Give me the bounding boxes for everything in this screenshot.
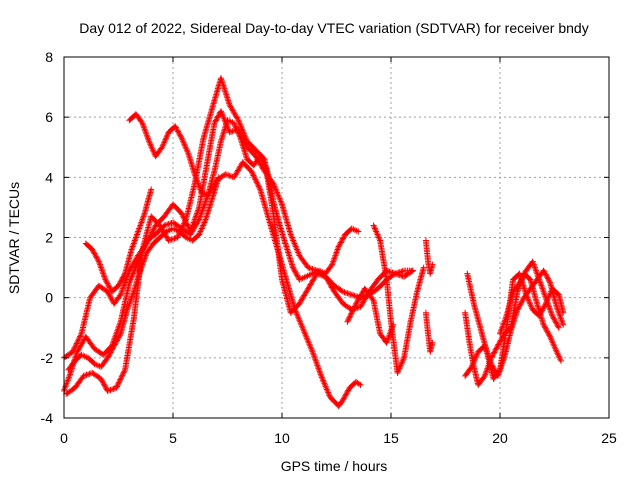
series-track-8 (344, 285, 397, 346)
y-tick-label: 4 (45, 169, 53, 185)
series-track-9 (422, 237, 436, 277)
series-track-4 (63, 75, 416, 397)
series-track-13 (462, 267, 567, 379)
x-tick-label: 5 (169, 430, 177, 446)
x-tick-label: 15 (383, 430, 399, 446)
series-track-5 (65, 174, 222, 373)
series-track-2 (61, 108, 416, 361)
x-tick-label: 25 (601, 430, 617, 446)
data-point-markers (422, 237, 436, 277)
series-track-14 (497, 258, 562, 337)
y-tick-label: 2 (45, 230, 53, 246)
series-track-6 (82, 186, 155, 295)
data-points (61, 75, 567, 409)
y-tick-label: 0 (45, 290, 53, 306)
y-axis-label: SDTVAR / TECUs (6, 182, 22, 294)
axis-ticks: 0 5 10 15 20 25 -4 -2 0 2 4 6 8 (41, 49, 617, 446)
x-tick-label: 0 (60, 430, 68, 446)
data-point-markers (65, 174, 222, 373)
y-tick-label: 6 (45, 109, 53, 125)
grid (64, 57, 609, 418)
series-track-10 (422, 309, 436, 355)
y-tick-label: -4 (41, 410, 54, 426)
data-point-markers (344, 285, 397, 346)
data-point-markers (462, 267, 567, 379)
data-point-markers (497, 258, 562, 337)
y-tick-label: -2 (41, 350, 54, 366)
data-point-markers (63, 75, 416, 397)
data-point-markers (82, 186, 155, 295)
data-point-markers (370, 222, 427, 376)
series-track-3 (126, 111, 362, 283)
data-point-markers (126, 111, 362, 283)
series-track-7 (370, 222, 427, 376)
chart-title: Day 012 of 2022, Sidereal Day-to-day VTE… (79, 20, 588, 36)
x-tick-label: 10 (274, 430, 290, 446)
data-point-markers (61, 108, 416, 361)
data-point-markers (422, 309, 436, 355)
y-tick-label: 8 (45, 49, 53, 65)
x-axis-label: GPS time / hours (281, 458, 388, 474)
x-tick-label: 20 (492, 430, 508, 446)
